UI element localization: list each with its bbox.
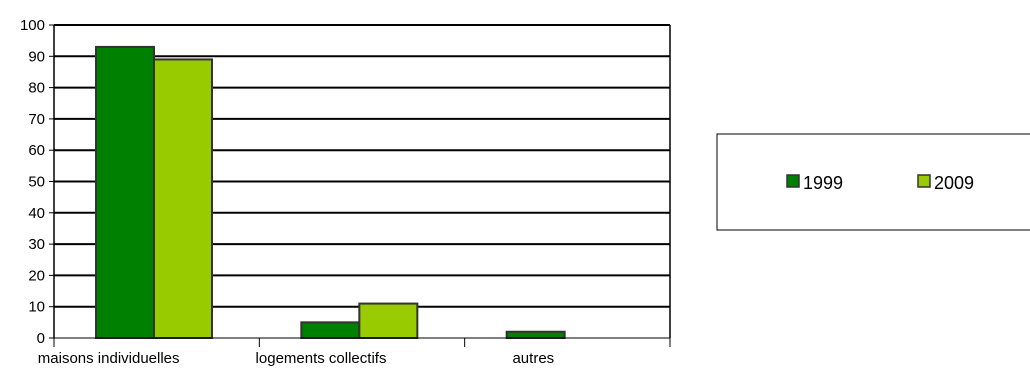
y-tick-label-40: 40 [28, 205, 45, 222]
y-tick-label-0: 0 [37, 330, 45, 347]
y-tick-labels: 0 10 20 30 40 50 60 70 80 90 100 [20, 17, 45, 347]
y-tick-label-20: 20 [28, 267, 45, 284]
x-tick-labels: maisons individuelles logements collectif… [38, 350, 554, 367]
x-tick-label-0: maisons individuelles [38, 350, 180, 367]
legend-box [716, 133, 1030, 231]
legend-swatch-1999 [786, 174, 800, 188]
x-tick-label-2: autres [512, 350, 554, 367]
bar-1999-1 [300, 321, 361, 340]
bars [95, 45, 566, 340]
y-tick-label-10: 10 [28, 299, 45, 316]
bar-1999-0 [95, 45, 155, 339]
y-tick-label-90: 90 [28, 48, 45, 65]
y-tick-label-70: 70 [28, 111, 45, 128]
legend-label-2009: 2009 [934, 173, 974, 193]
y-tick-label-80: 80 [28, 80, 45, 97]
bar-1999-2 [505, 330, 566, 339]
y-tick-label-60: 60 [28, 142, 45, 159]
legend-swatch-2009 [917, 174, 931, 188]
x-tick-label-1: logements collectifs [256, 350, 387, 367]
y-tick-label-30: 30 [28, 236, 45, 253]
bar-2009-0 [153, 58, 213, 340]
axes [53, 24, 671, 347]
y-tick-label-100: 100 [20, 17, 45, 34]
legend: 1999 2009 [716, 133, 1030, 231]
legend-label-1999: 1999 [803, 173, 843, 193]
y-tick-label-50: 50 [28, 174, 45, 191]
bar-2009-1 [358, 302, 419, 340]
